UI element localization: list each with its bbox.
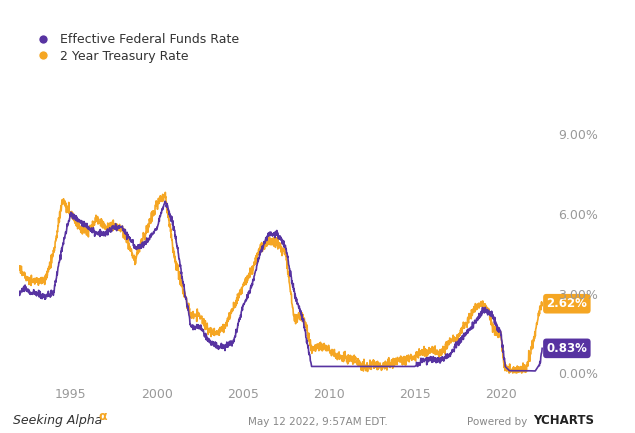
Text: Powered by: Powered by	[467, 417, 527, 427]
Text: 0.83%: 0.83%	[547, 342, 587, 355]
Text: May 12 2022, 9:57AM EDT.: May 12 2022, 9:57AM EDT.	[248, 417, 387, 427]
Text: 2.62%: 2.62%	[547, 297, 587, 310]
Text: YCHARTS: YCHARTS	[533, 414, 594, 427]
Legend: Effective Federal Funds Rate, 2 Year Treasury Rate: Effective Federal Funds Rate, 2 Year Tre…	[25, 28, 244, 68]
Text: α: α	[98, 410, 107, 423]
Text: Seeking Alpha: Seeking Alpha	[13, 414, 102, 427]
